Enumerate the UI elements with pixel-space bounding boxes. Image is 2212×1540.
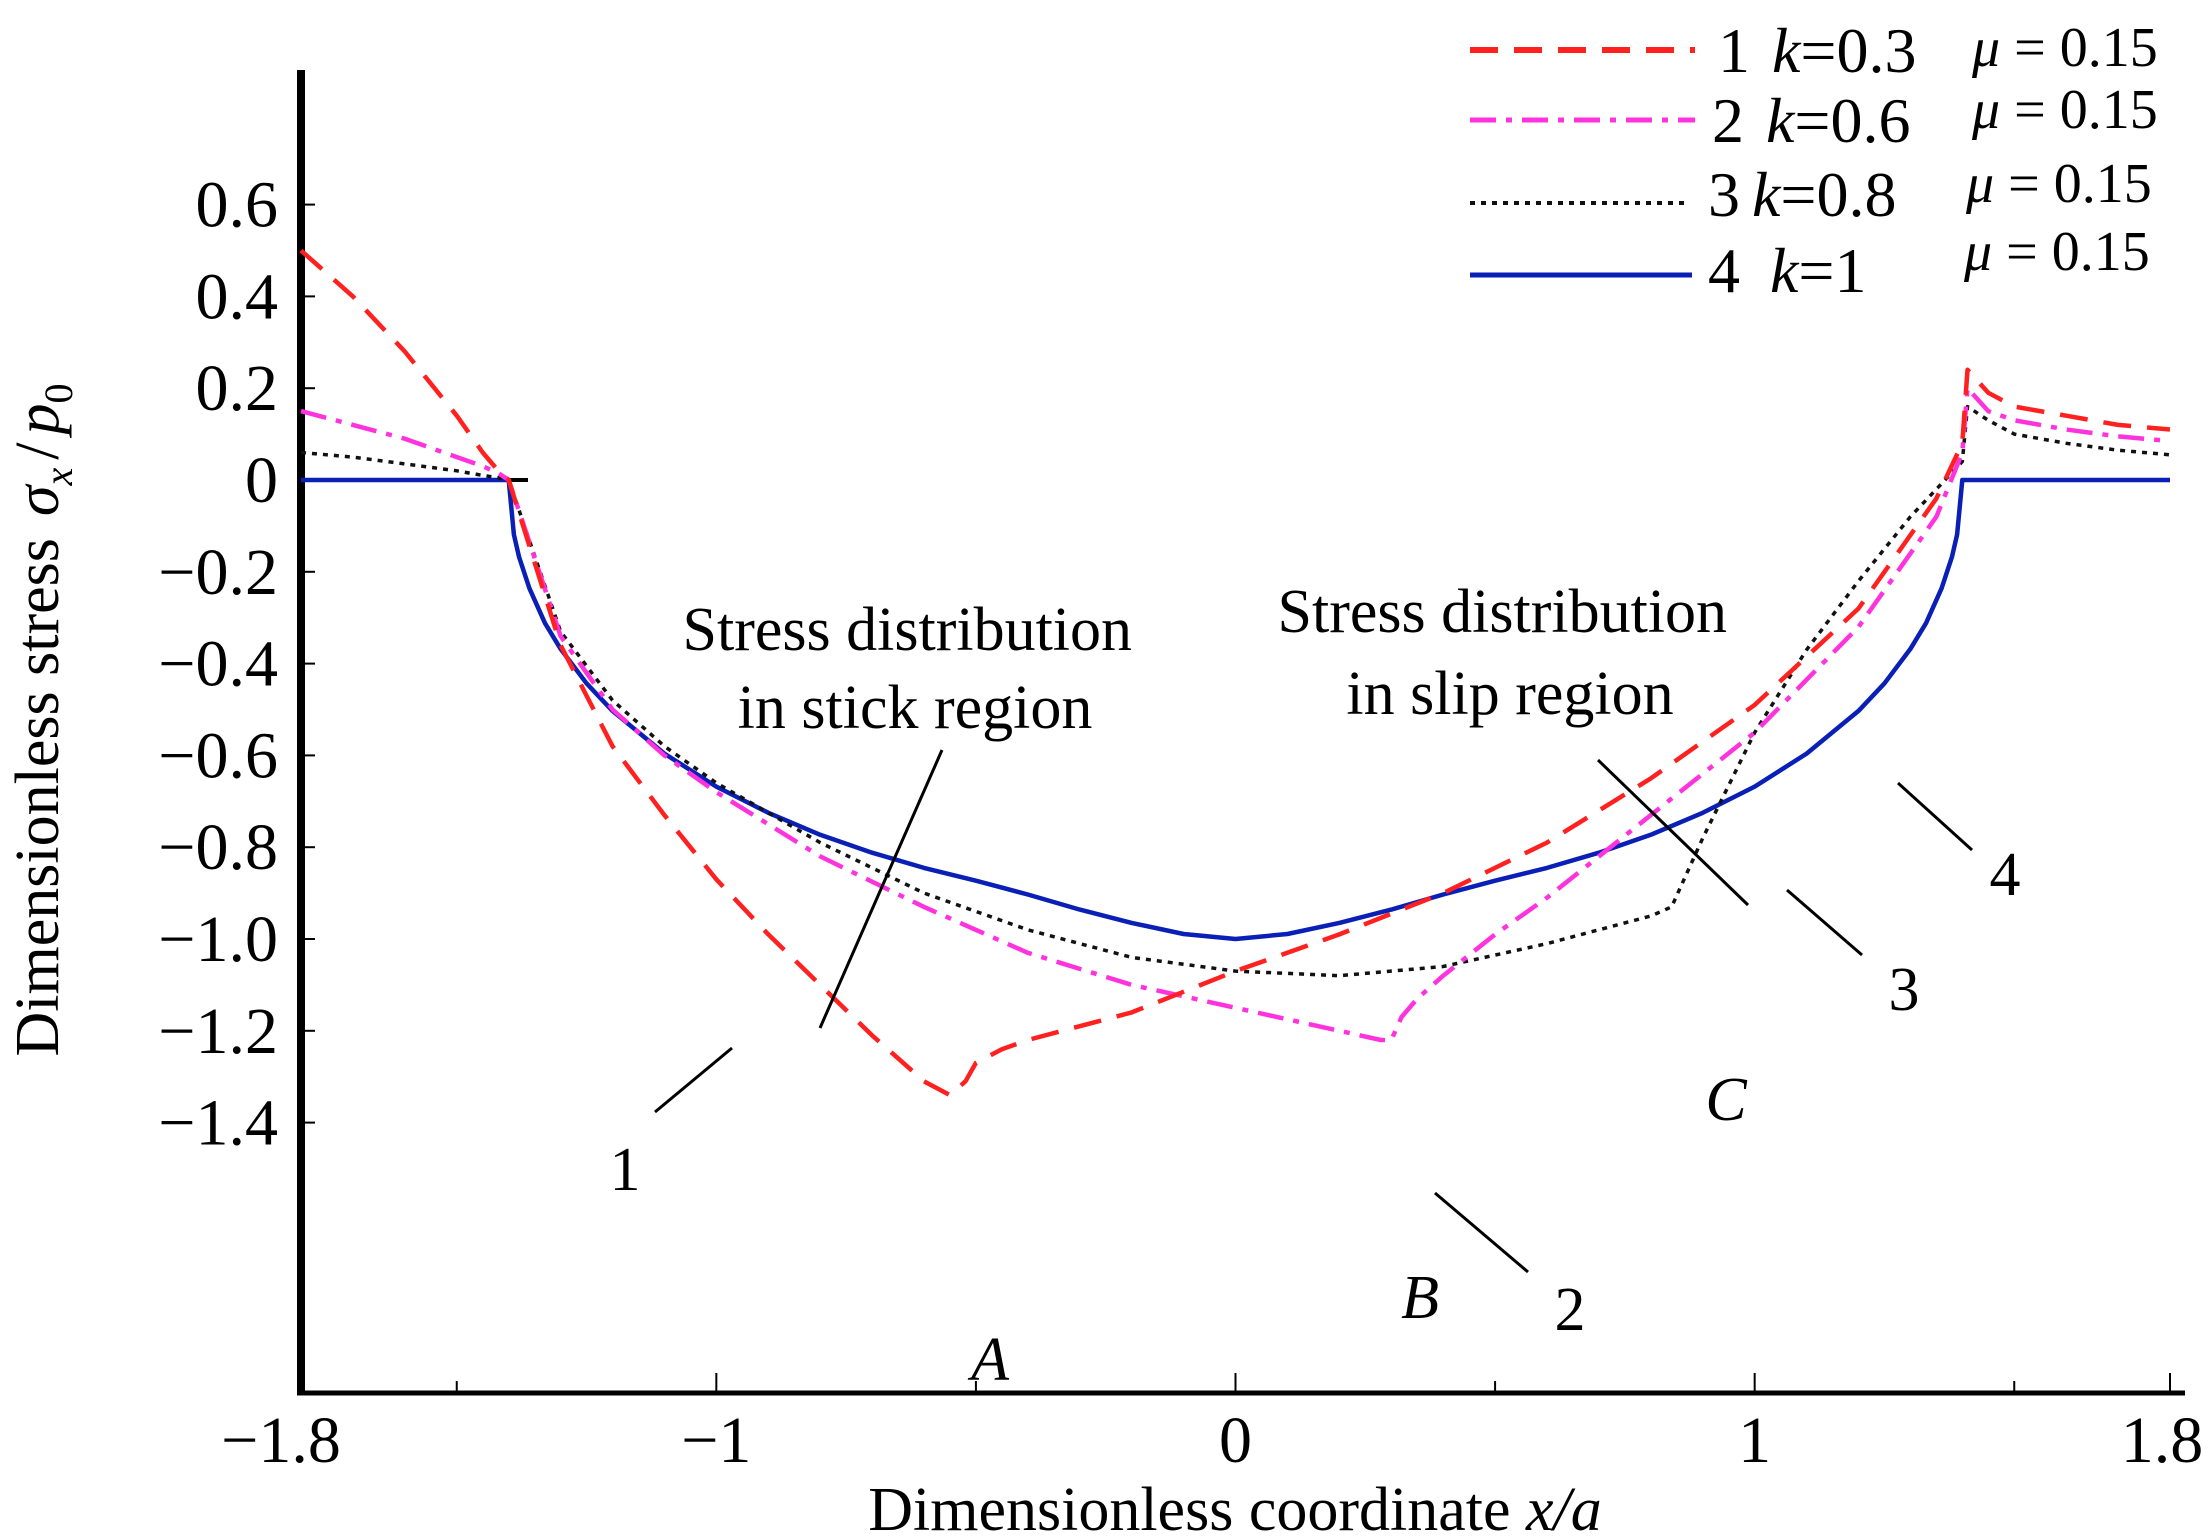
- legend-entry-4: 4 k=1 μ = 0.15: [1470, 221, 2150, 306]
- legend-label-1: 1 k=0.3: [1718, 15, 1917, 86]
- legend-mu-var-3: μ: [1965, 153, 1994, 215]
- legend-label-3: 3 k=0.8: [1708, 159, 1897, 230]
- legend-eq-2: =: [1794, 85, 1830, 156]
- ticks: 0.6 0.4 0.2 0 −0.2 −0.4 −0.6 −0.8 −1.0 −1.2 −1.4 −1…: [158, 169, 2203, 1477]
- legend-k-var-1: k: [1772, 15, 1802, 86]
- legend-series-num-3: 3: [1708, 159, 1740, 230]
- legend-series-num-1: 1: [1718, 15, 1750, 86]
- slip-region-line-1: Stress distribution: [1277, 578, 1727, 646]
- x-axis-title-prefix: Dimensionless coordinate: [868, 1476, 1526, 1540]
- axes: [297, 70, 2185, 1396]
- y-tick-label-3: 0: [245, 444, 278, 517]
- legend-label-4: 4 k=1: [1708, 235, 1867, 306]
- legend-mu-var-2: μ: [1971, 79, 2000, 141]
- legend-entry-3: 3 k=0.8 μ = 0.15: [1470, 153, 2152, 230]
- y-tick-label-7: −0.8: [158, 811, 278, 884]
- curve-4-label: 4: [1990, 841, 2021, 909]
- y-tick-label-1: 0.4: [196, 260, 279, 333]
- x-tick-label-0: −1.8: [221, 1404, 341, 1477]
- stick-region-leader: [818, 749, 944, 1029]
- y-axis-title-p-sub: 0: [36, 384, 81, 404]
- legend-eq-4: =: [1798, 235, 1834, 306]
- curve-2-label: 2: [1555, 1276, 1586, 1344]
- legend-entry-2: 2 k=0.6 μ = 0.15: [1470, 79, 2158, 156]
- point-B-label: B: [1401, 1264, 1439, 1332]
- legend-mu-3: μ = 0.15: [1965, 153, 2152, 215]
- stick-region-line-1: Stress distribution: [682, 596, 1132, 664]
- y-axis-title-p: p: [4, 404, 72, 439]
- legend-k-var-4: k: [1770, 235, 1800, 306]
- y-axis-title-prefix: Dimensionless stress: [4, 538, 72, 1056]
- legend-mu-eq-2: =: [2000, 79, 2060, 141]
- legend-k-val-3: 0.8: [1817, 159, 1897, 230]
- stick-region-line-2: in stick region: [738, 674, 1093, 742]
- y-tick-label-6: −0.6: [158, 719, 278, 792]
- point-A-label: A: [967, 1326, 1010, 1394]
- curve-1-label: 1: [610, 1136, 641, 1204]
- point-C-label: C: [1705, 1066, 1747, 1134]
- curve-4-leader: [1896, 781, 1974, 852]
- x-axis-title: Dimensionless coordinate x/a: [868, 1476, 1602, 1540]
- curve-3-leader: [1786, 888, 1863, 957]
- legend-label-2: 2 k=0.6: [1712, 85, 1911, 156]
- legend-mu-val-2: 0.15: [2060, 79, 2158, 141]
- series-3-line: [300, 404, 2171, 978]
- y-axis-title-sigma-sub: x: [36, 468, 81, 487]
- legend-mu-eq-4: =: [1992, 221, 2052, 283]
- y-axis-title-sigma: σ: [4, 483, 72, 516]
- legend-k-var-2: k: [1766, 85, 1796, 156]
- curve-2-leader: [1434, 1191, 1529, 1274]
- y-tick-label-4: −0.2: [158, 536, 278, 609]
- series-4-line: [301, 477, 2170, 942]
- legend-eq-3: =: [1780, 159, 1816, 230]
- legend-mu-val-3: 0.15: [2054, 153, 2152, 215]
- y-tick-label-5: −0.4: [158, 628, 278, 701]
- y-tick-label-9: −1.2: [158, 995, 278, 1068]
- slip-region-line-2: in slip region: [1346, 660, 1673, 728]
- series-2-line: [300, 385, 2171, 1043]
- legend-eq-1: =: [1800, 15, 1836, 86]
- legend-k-val-4: 1: [1835, 235, 1867, 306]
- legend-series-num-4: 4: [1708, 235, 1740, 306]
- legend-mu-var-4: μ: [1963, 221, 1992, 283]
- x-tick-label-2: 0: [1219, 1404, 1252, 1477]
- stick-region-label: Stress distribution in stick region: [682, 596, 1147, 742]
- legend-k-var-3: k: [1752, 159, 1782, 230]
- legend-mu-1: μ = 0.15: [1971, 17, 2158, 79]
- legend-mu-val-4: 0.15: [2052, 221, 2150, 283]
- y-axis-title: Dimensionless stress σx / p0: [4, 384, 81, 1057]
- legend-mu-eq-1: =: [2000, 17, 2060, 79]
- curve-3-label: 3: [1889, 956, 1920, 1024]
- annotations: Stress distribution in stick region Stre…: [610, 578, 2021, 1394]
- y-axis-title-slash: /: [4, 442, 72, 460]
- slip-region-label: Stress distribution in slip region: [1277, 578, 1742, 728]
- data-series: [299, 248, 2171, 1098]
- legend-mu-4: μ = 0.15: [1963, 221, 2150, 283]
- x-tick-label-3: 1: [1738, 1404, 1771, 1477]
- y-tick-label-10: −1.4: [158, 1087, 278, 1160]
- x-tick-label-4: 1.8: [2121, 1404, 2204, 1477]
- y-tick-label-0: 0.6: [196, 169, 279, 242]
- legend-k-val-2: 0.6: [1831, 85, 1911, 156]
- legend-series-num-2: 2: [1712, 85, 1744, 156]
- legend-mu-2: μ = 0.15: [1971, 79, 2158, 141]
- legend-mu-val-1: 0.15: [2060, 17, 2158, 79]
- y-tick-label-8: −1.0: [158, 903, 278, 976]
- series-1-line: [299, 248, 2171, 1098]
- legend-entry-1: 1 k=0.3 μ = 0.15: [1470, 15, 2158, 86]
- legend-k-val-1: 0.3: [1837, 15, 1917, 86]
- y-tick-label-2: 0.2: [196, 352, 279, 425]
- legend-mu-var-1: μ: [1971, 17, 2000, 79]
- x-axis-title-variable: x/a: [1525, 1476, 1602, 1540]
- curve-1-leader: [654, 1046, 733, 1114]
- x-tick-label-1: −1: [681, 1404, 751, 1477]
- legend: 1 k=0.3 μ = 0.15 2 k=0.6 μ = 0.15 3 k=0.8 μ…: [1470, 15, 2158, 306]
- legend-mu-eq-3: =: [1994, 153, 2054, 215]
- slip-region-leader: [1596, 758, 1750, 907]
